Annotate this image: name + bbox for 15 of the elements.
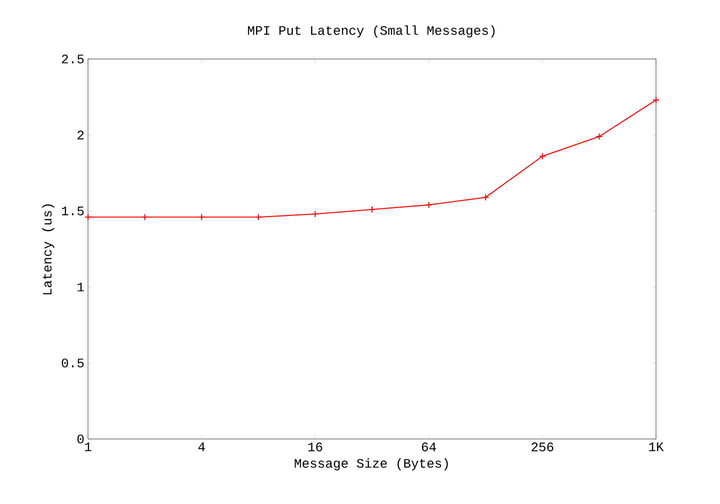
chart-title: MPI Put Latency (Small Messages): [248, 25, 495, 38]
y-tick-label: 2: [78, 130, 84, 140]
x-axis-title: Message Size (Bytes): [294, 458, 448, 470]
x-tick-label: 1: [85, 442, 92, 452]
x-tick-label: 64: [422, 442, 436, 452]
y-tick-label: 2.5: [62, 54, 84, 64]
y-tick-label: 0.5: [62, 358, 84, 368]
y-tick-label: 1: [78, 282, 84, 292]
x-tick-label: 1K: [649, 442, 664, 452]
x-tick-label: 16: [308, 442, 322, 452]
y-tick-label: 1.5: [62, 206, 84, 216]
y-tick-label: 0: [77, 434, 84, 444]
x-tick-label: 4: [198, 442, 205, 452]
x-tick-label: 256: [532, 442, 554, 452]
y-axis-title: Latency (us): [42, 204, 54, 294]
